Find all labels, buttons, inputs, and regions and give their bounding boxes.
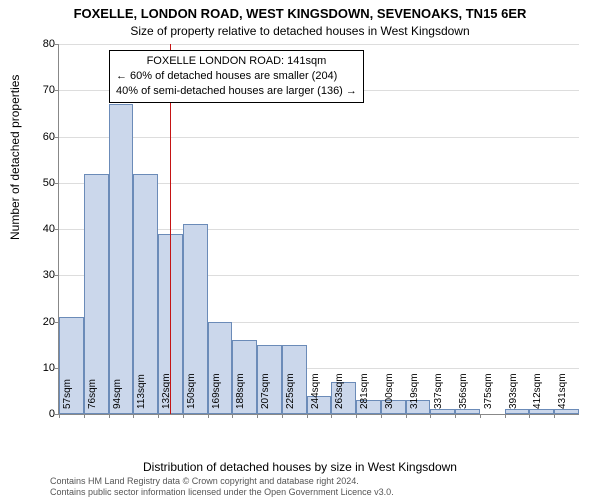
gridline [59,137,579,138]
plot-area: 0102030405060708057sqm76sqm94sqm113sqm13… [58,44,579,415]
ytick-label: 50 [31,177,55,189]
xtick-label: 169sqm [211,373,222,409]
xtick-label: 356sqm [458,373,469,409]
histogram-bar [529,409,554,414]
x-axis-label: Distribution of detached houses by size … [0,460,600,474]
xtick-label: 393sqm [508,373,519,409]
chart-subtitle: Size of property relative to detached ho… [0,24,600,38]
xtick-mark [480,414,481,418]
histogram-bar [505,409,530,414]
xtick-mark [381,414,382,418]
xtick-label: 76sqm [87,379,98,409]
xtick-mark [356,414,357,418]
xtick-mark [331,414,332,418]
xtick-mark [406,414,407,418]
xtick-mark [208,414,209,418]
histogram-bar [455,409,480,414]
xtick-mark [109,414,110,418]
xtick-label: 113sqm [136,374,147,409]
gridline [59,44,579,45]
xtick-mark [257,414,258,418]
xtick-mark [505,414,506,418]
ytick-label: 10 [31,362,55,374]
annotation-line3: 40% of semi-detached houses are larger (… [116,84,357,99]
annotation-line1: FOXELLE LONDON ROAD: 141sqm [116,54,357,69]
ytick-mark [55,229,59,230]
ytick-mark [55,137,59,138]
xtick-label: 337sqm [433,373,444,409]
ytick-label: 70 [31,84,55,96]
ytick-mark [55,44,59,45]
xtick-label: 188sqm [235,373,246,409]
xtick-mark [84,414,85,418]
annotation-box: FOXELLE LONDON ROAD: 141sqm ← 60% of det… [109,50,364,103]
xtick-label: 244sqm [310,373,321,409]
ytick-label: 30 [31,269,55,281]
histogram-bar [430,409,455,414]
ytick-label: 20 [31,316,55,328]
xtick-mark [183,414,184,418]
xtick-mark [554,414,555,418]
xtick-label: 375sqm [483,373,494,409]
ytick-label: 80 [31,38,55,50]
y-axis-label: Number of detached properties [8,75,22,240]
annotation-line2: ← 60% of detached houses are smaller (20… [116,69,357,84]
xtick-label: 300sqm [384,373,395,409]
xtick-label: 94sqm [112,379,123,409]
chart-container: FOXELLE, LONDON ROAD, WEST KINGSDOWN, SE… [0,0,600,500]
histogram-bar [109,104,134,414]
xtick-label: 431sqm [557,373,568,409]
xtick-mark [158,414,159,418]
histogram-bar [84,174,109,415]
xtick-label: 263sqm [334,373,345,409]
xtick-mark [455,414,456,418]
xtick-label: 150sqm [186,373,197,409]
ytick-label: 60 [31,131,55,143]
ytick-mark [55,183,59,184]
chart-title: FOXELLE, LONDON ROAD, WEST KINGSDOWN, SE… [0,6,600,21]
xtick-mark [307,414,308,418]
xtick-mark [282,414,283,418]
xtick-mark [133,414,134,418]
xtick-label: 412sqm [532,373,543,409]
ytick-mark [55,275,59,276]
license-line2: Contains public sector information licen… [50,487,394,498]
license-line1: Contains HM Land Registry data © Crown c… [50,476,394,487]
xtick-label: 225sqm [285,373,296,409]
xtick-mark [59,414,60,418]
xtick-mark [232,414,233,418]
xtick-label: 57sqm [62,379,73,409]
xtick-label: 281sqm [359,373,370,409]
ytick-mark [55,90,59,91]
histogram-bar [554,409,579,414]
license-text: Contains HM Land Registry data © Crown c… [50,476,394,498]
xtick-mark [529,414,530,418]
ytick-label: 0 [31,408,55,420]
xtick-label: 207sqm [260,373,271,409]
xtick-mark [430,414,431,418]
ytick-label: 40 [31,223,55,235]
xtick-label: 319sqm [409,373,420,409]
